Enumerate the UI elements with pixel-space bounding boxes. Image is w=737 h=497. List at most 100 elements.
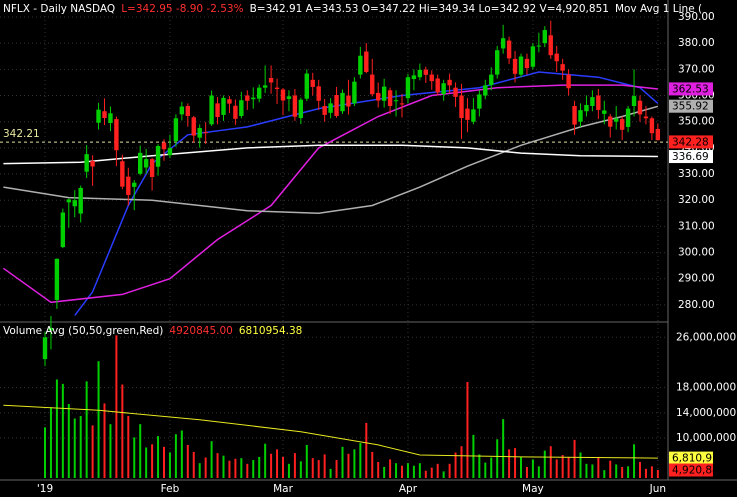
volume-bar [448,463,451,478]
volume-bar [299,461,302,478]
candle-body [596,95,601,110]
volume-bar [174,434,177,478]
candle-body [42,337,48,360]
volume-bar [311,458,314,478]
candle-body [364,51,369,72]
candle-body [405,77,411,99]
y-tick-label: 280.00 [678,299,715,311]
candle-body [66,199,71,203]
candle-body [227,99,232,104]
volume-bar [478,454,481,478]
x-tick-label: '19 [37,483,53,495]
header-part: NFLX - Daily NASDAQ [3,3,115,15]
volume-bar [85,381,88,478]
volume-bar [615,464,618,478]
volume-bar [186,444,189,478]
candle-body [483,85,488,96]
candle-body [477,94,482,109]
candle-body [322,106,327,115]
volume-bar [537,466,540,478]
volume-bar [430,467,433,478]
candle-body [524,58,530,69]
volume-bar [49,407,52,478]
volume-bar [228,460,231,478]
volume-bar [621,466,624,478]
y-tick-label: 290.00 [678,273,715,285]
candle-body [619,119,625,130]
candle-body [346,95,351,107]
volume-average [3,404,658,459]
volume-bar [466,381,469,478]
candle-body [126,176,131,195]
candle-body [209,95,214,125]
volume-bar [424,470,427,478]
price-marker-label: 355.92 [672,101,709,113]
volume-bar [163,446,165,478]
volume-bar [246,463,249,478]
y-tick-label: 26,000,000 [676,331,736,343]
candle-body [304,73,309,99]
candle-body [643,116,649,119]
volume-bar [97,361,100,478]
candle-body [78,187,83,214]
volume-bar [412,465,415,478]
candle-body [387,90,393,106]
candle-body [352,81,357,104]
header-part: Volume Avg (50,50,green,Red) [3,325,163,337]
candle-body [155,146,161,167]
volume-bar [639,461,641,478]
candle-body [512,58,518,74]
candle-body [625,108,631,127]
candle-body [471,109,476,122]
candle-body [536,45,542,47]
volume-bar [549,446,552,478]
candle-body [572,106,577,125]
candle-body [328,103,333,113]
volume-bar [79,415,82,478]
candle-body [173,118,179,142]
candle-body [435,78,440,93]
candle-body [381,86,387,101]
volume-bar [406,463,409,478]
volume-bar [365,422,368,478]
candle-body [370,74,375,95]
volume-bar [329,468,332,478]
volume-bar [377,461,380,478]
volume-bar [91,425,94,478]
candle-body [251,97,256,100]
candle-body [149,159,155,177]
candle-body [518,56,524,75]
candle-body [393,100,399,102]
volume-bar [335,460,338,478]
candle-body [530,46,536,67]
volume-bar [656,469,659,478]
candle-body [506,40,512,59]
candle-body [376,92,381,101]
candle-body [54,258,60,300]
volume-bar [567,456,570,478]
candle-body [298,99,304,119]
candle-body [590,97,595,106]
candle-body [614,118,619,122]
candle-body [48,327,54,331]
volume-bar [270,453,273,478]
candle-body [114,119,119,151]
volume-bar [210,441,213,478]
volume-bar [121,384,124,478]
candle-body [72,200,77,207]
candle-body [167,148,173,156]
x-tick-label: Apr [399,483,418,495]
volume-bar [139,424,142,478]
price-marker-box [669,463,713,477]
y-tick-label: 330.00 [678,168,715,180]
volume-bar [502,419,505,478]
volume-bar [276,449,279,478]
price-marker-label: 4,920,845 [672,464,725,476]
moving-average [3,105,659,215]
candle-body [132,182,137,187]
header-part: L=342.95 -8.90 -2.53% [121,3,243,15]
volume-bar [240,458,243,478]
volume-bar [484,462,487,478]
price-marker-label: 362.53 [672,83,709,95]
candle-body [239,100,244,116]
